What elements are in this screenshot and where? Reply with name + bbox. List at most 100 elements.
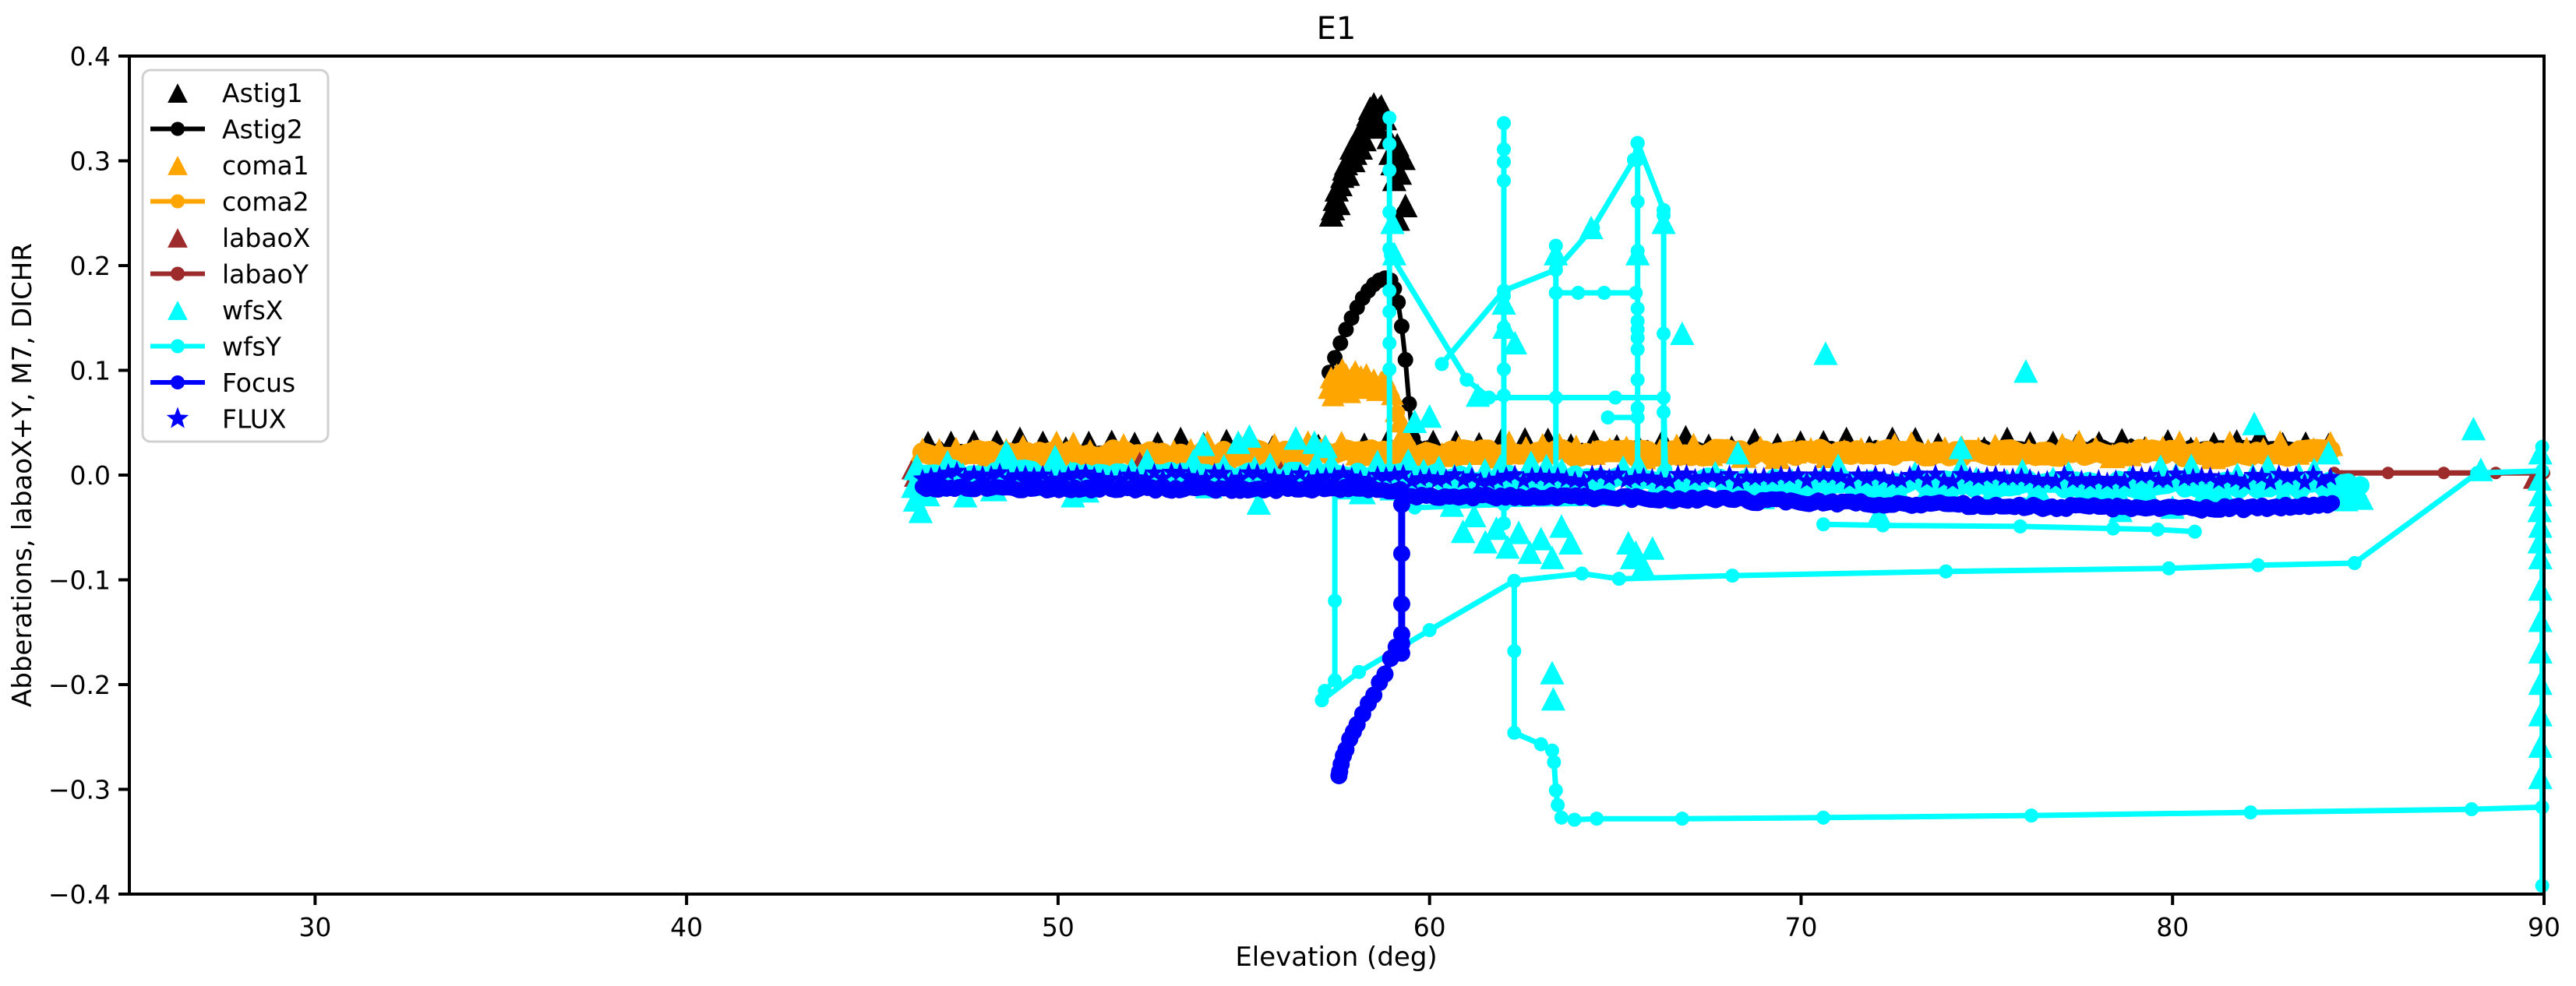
dot-marker	[1725, 569, 1740, 583]
triangle-marker	[959, 438, 986, 464]
star-marker	[1299, 470, 1319, 489]
star-marker	[1565, 470, 1585, 489]
legend-entry-wfsY: wfsY	[150, 332, 282, 362]
triangle-marker	[1640, 536, 1665, 560]
star-marker	[1522, 466, 1542, 485]
star-marker	[1788, 464, 1808, 483]
triangle-marker	[1473, 530, 1498, 554]
dot-marker	[1586, 220, 1600, 235]
dot-marker	[1497, 388, 1512, 403]
dot-marker	[1497, 154, 1512, 169]
star-marker	[930, 465, 950, 484]
y-tick-label: −0.3	[48, 775, 111, 805]
star-marker	[1402, 471, 1422, 490]
legend-entry-Astig1: Astig1	[168, 78, 303, 108]
dot-marker	[1333, 379, 1348, 393]
legend-entry-FLUX: FLUX	[166, 404, 286, 435]
triangle-marker	[1847, 437, 1875, 463]
star-marker	[1136, 468, 1156, 488]
y-tick-label: −0.1	[48, 565, 111, 596]
star-marker	[2269, 463, 2289, 483]
dot-marker	[2381, 467, 2394, 480]
star-marker	[1162, 462, 1181, 481]
star-marker	[2252, 466, 2272, 484]
star-marker	[1342, 467, 1362, 485]
star-marker	[1205, 463, 1224, 481]
star-marker	[1222, 470, 1241, 489]
dot-marker	[1497, 516, 1512, 530]
y-tick-label: −0.2	[48, 670, 111, 700]
legend-marker-triangle	[168, 228, 188, 248]
star-marker	[1092, 468, 1113, 487]
star-marker	[1307, 467, 1328, 486]
triangle-marker	[1010, 434, 1036, 460]
star-marker	[1643, 467, 1662, 487]
star-marker	[2115, 470, 2134, 490]
star-marker	[1436, 468, 1456, 487]
triangle-marker	[1670, 321, 1695, 346]
star-marker	[1187, 469, 1207, 488]
dot-marker	[1322, 384, 1336, 399]
dot-marker	[1497, 362, 1512, 377]
star-marker	[1703, 466, 1722, 485]
dot-marker	[1630, 410, 1645, 425]
triangle-marker	[1352, 127, 1377, 152]
star-marker	[1410, 468, 1431, 487]
star-marker	[1127, 467, 1147, 486]
triangle-marker	[2217, 430, 2243, 456]
star-marker	[1145, 463, 1164, 481]
star-marker	[1539, 467, 1559, 487]
dot-marker	[1382, 305, 1397, 319]
triangle-marker	[2131, 476, 2159, 503]
star-marker	[2243, 465, 2264, 484]
star-marker	[1032, 464, 1053, 484]
x-tick-label: 60	[1413, 912, 1446, 942]
star-marker	[990, 462, 1010, 481]
dot-marker	[1422, 623, 1437, 638]
dot-marker	[1657, 326, 1671, 341]
dot-marker	[1392, 544, 1410, 562]
legend-entry-labaoY: labaoY	[150, 259, 309, 290]
y-tick-label: −0.4	[48, 879, 111, 910]
triangle-marker	[2249, 424, 2271, 446]
star-marker	[2045, 471, 2066, 490]
star-marker	[1900, 465, 1920, 484]
triangle-marker	[1813, 341, 1838, 365]
dot-marker	[1382, 205, 1397, 220]
dot-marker	[1497, 174, 1512, 188]
triangle-marker	[1514, 427, 1536, 449]
dot-marker	[1551, 798, 1565, 812]
star-marker	[981, 465, 1001, 484]
triangle-marker	[1329, 431, 1355, 456]
star-marker	[912, 468, 933, 488]
triangle-marker	[1417, 404, 1442, 428]
star-marker	[1487, 469, 1508, 488]
dot-marker	[1575, 566, 1590, 581]
star-marker	[2295, 472, 2315, 491]
dot-marker	[2470, 466, 2485, 481]
star-marker	[2183, 467, 2203, 486]
legend-entry-Focus: Focus	[150, 368, 295, 398]
triangle-marker	[2016, 438, 2042, 463]
dot-marker	[1657, 208, 1671, 223]
star-marker	[1848, 464, 1868, 484]
dot-marker	[2535, 439, 2550, 454]
triangle-marker	[2461, 417, 2486, 441]
dot-marker	[1434, 357, 1449, 372]
series-line	[1635, 140, 1667, 213]
dot-marker	[2535, 879, 2550, 893]
star-marker	[1865, 464, 1886, 484]
dot-marker	[1630, 301, 1645, 316]
star-marker	[1651, 470, 1671, 489]
triangle-marker	[2200, 444, 2226, 470]
star-marker	[1985, 464, 2006, 484]
dot-marker	[1548, 238, 1563, 253]
dot-marker	[2465, 802, 2479, 817]
dot-marker	[2250, 558, 2265, 572]
star-marker	[1170, 462, 1190, 481]
star-marker	[2278, 467, 2298, 486]
y-tick-label: 0.2	[70, 251, 111, 281]
triangle-marker	[2032, 440, 2059, 466]
triangle-marker	[1226, 430, 1251, 454]
dot-marker	[1611, 572, 1626, 586]
